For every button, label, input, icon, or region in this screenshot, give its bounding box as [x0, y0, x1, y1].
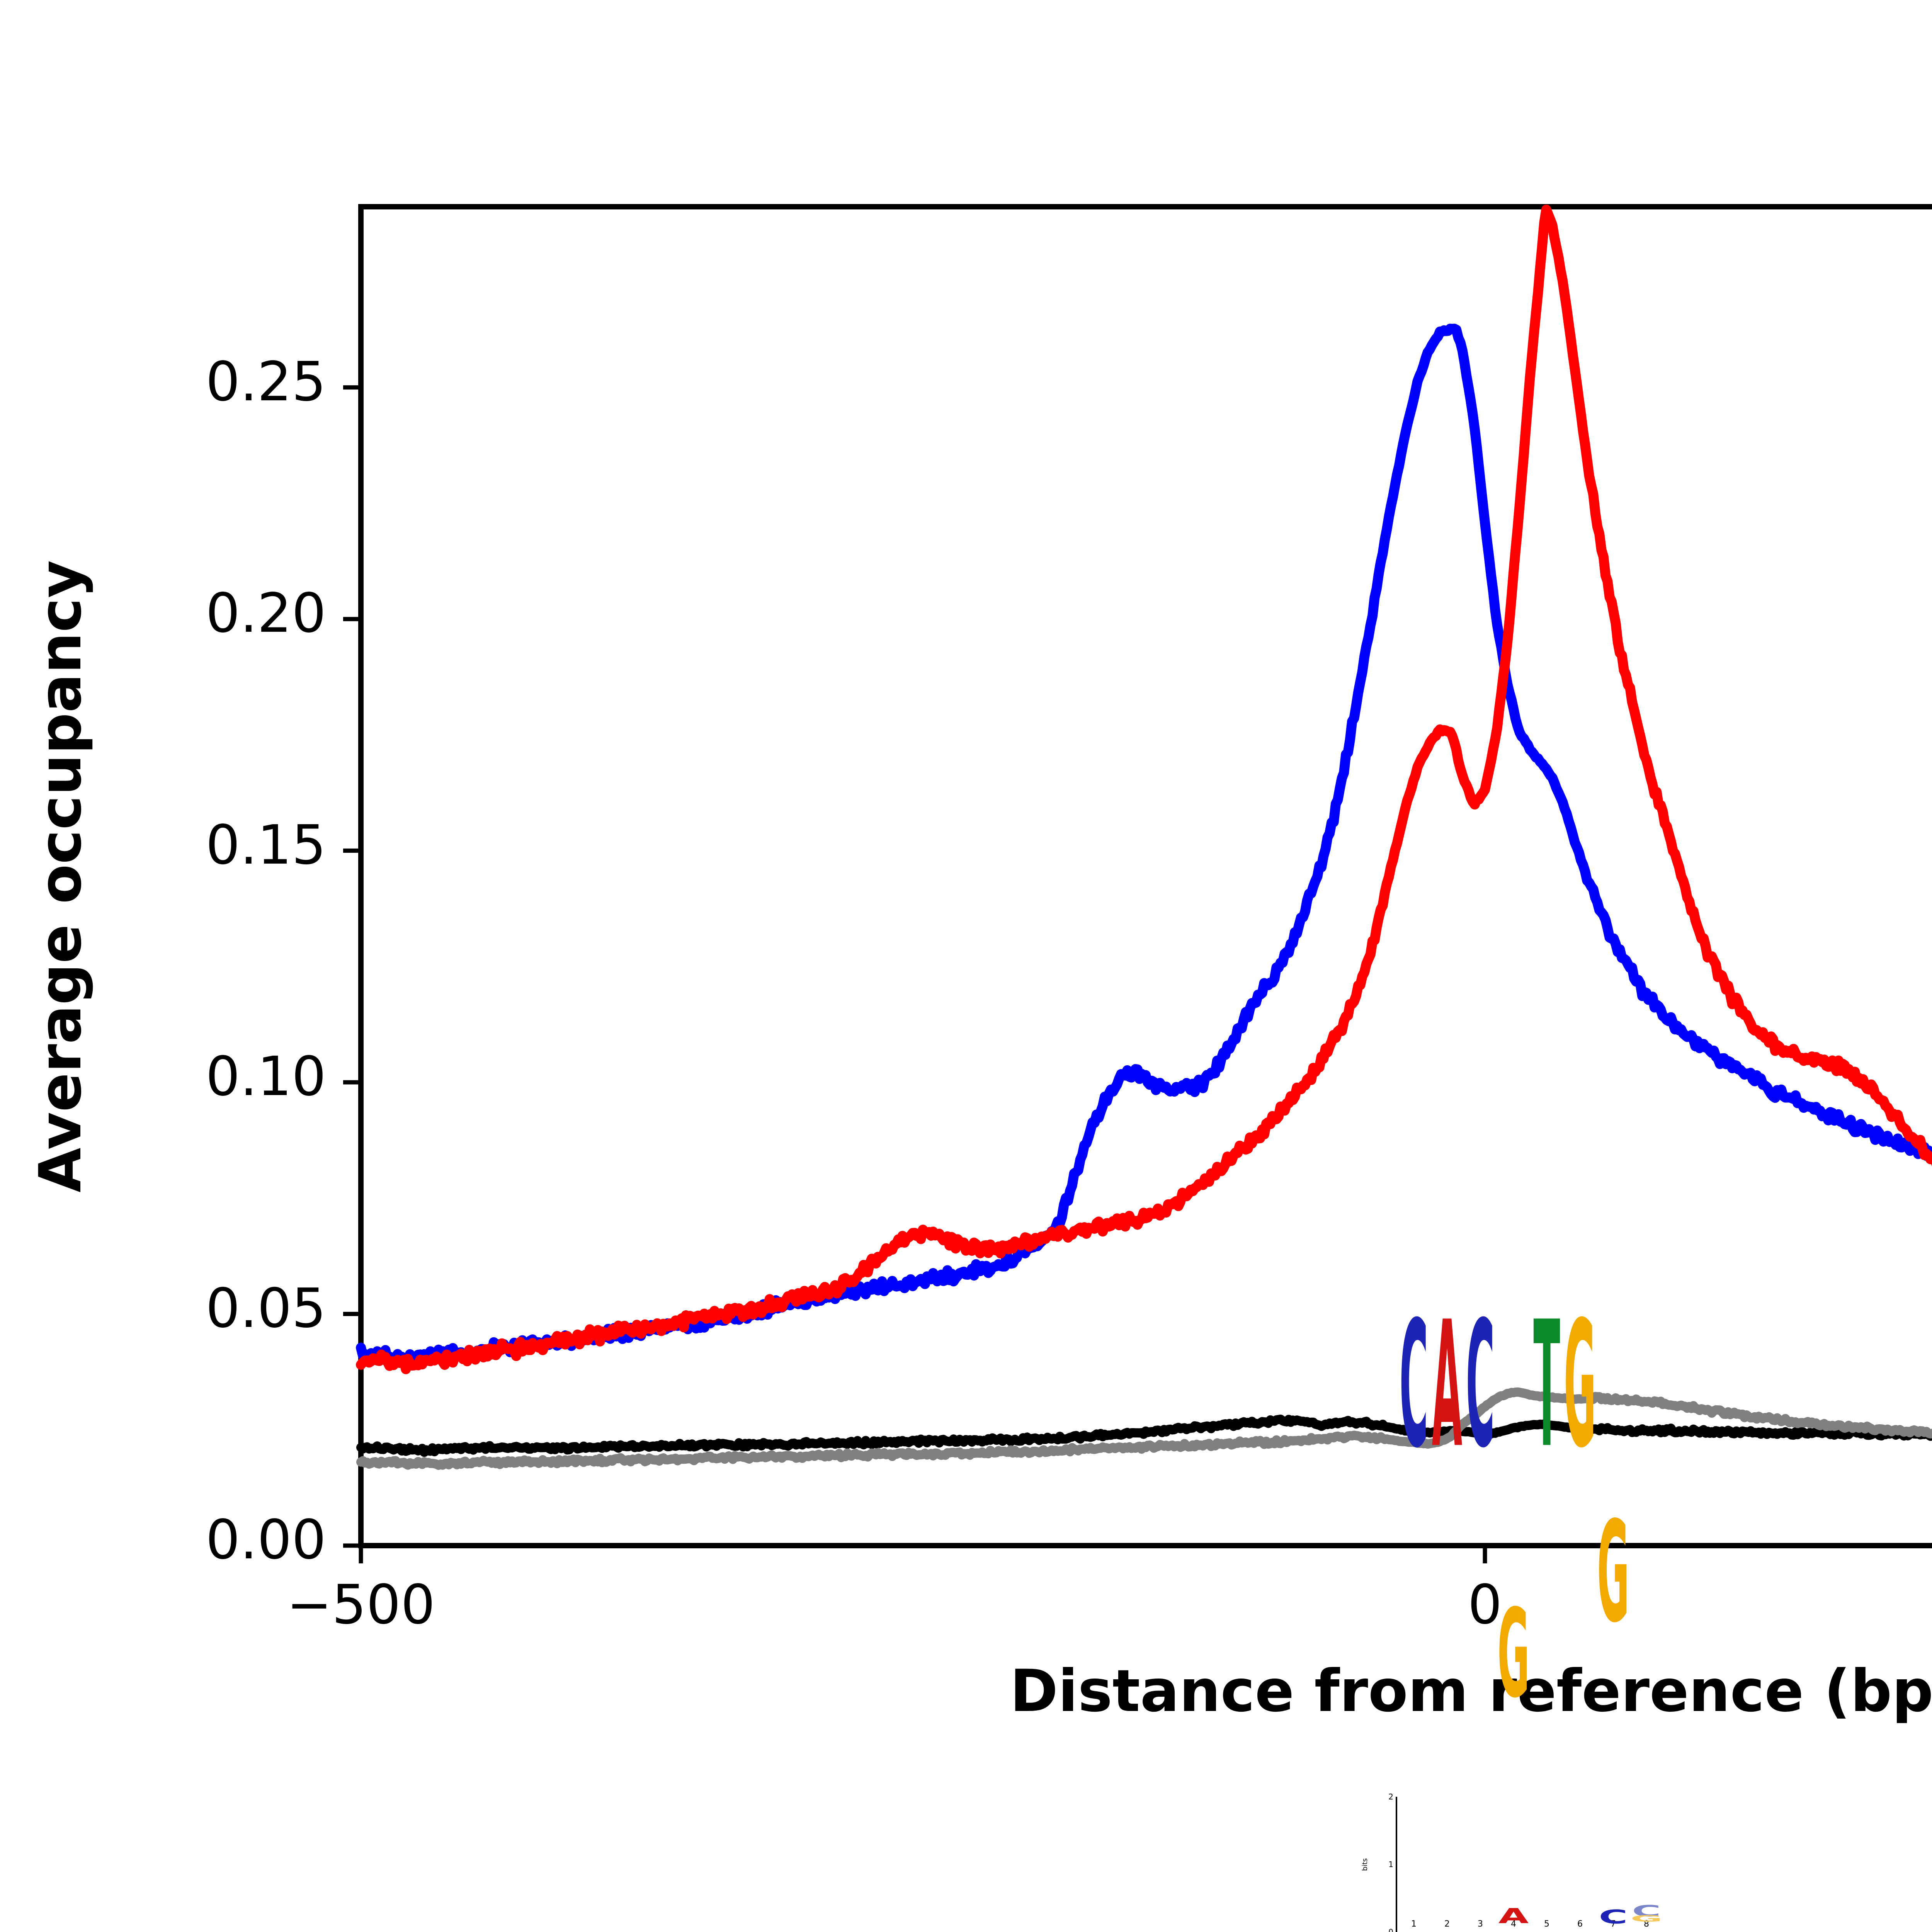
logo-letter-4-A: A [1498, 1904, 1529, 1928]
logo-y-axis-title: bits [1361, 1858, 1369, 1871]
logo-position-index-2: 2 [1444, 1919, 1450, 1929]
logo-letter-2-A: A [1432, 1284, 1463, 1486]
logo-letter-7-C: C [1599, 1905, 1628, 1928]
logo-position-index-1: 1 [1411, 1919, 1417, 1929]
logo-y-axis-line [1396, 1797, 1397, 1932]
y-tick-label-3: 0.15 [206, 813, 326, 877]
logo-letter-8-C: C [1632, 1902, 1661, 1920]
y-tick-label-2: 0.10 [206, 1045, 326, 1109]
logo-y-axis: 2 1 0 bits [1361, 1792, 1397, 1932]
logo-y-tick-y_min_label: 0 [1388, 1927, 1393, 1932]
logo-letter-7-G: G [1597, 1492, 1629, 1653]
x-axis-title: Distance from reference (bp) [1010, 1658, 1932, 1725]
logo-letter-1-C: C [1399, 1284, 1429, 1486]
logo-letter-8-G: G [1630, 1913, 1663, 1923]
logo-letter-3-C: C [1466, 1284, 1495, 1486]
logo-position-index-5: 5 [1544, 1919, 1549, 1929]
y-tick-label-0: 0.00 [206, 1509, 326, 1571]
logo-letter-6-G: G [1564, 1284, 1596, 1486]
logo-position-index-7: 7 [1611, 1919, 1616, 1929]
logo-letter-5-T: T [1533, 1284, 1560, 1486]
y-tick-label-4: 0.20 [206, 582, 326, 645]
logo-position-index-8: 8 [1644, 1919, 1649, 1929]
logo-position-index-3: 3 [1478, 1919, 1483, 1929]
logo-y-tick-y_max_label: 2 [1388, 1792, 1393, 1801]
y-tick-label-1: 0.05 [206, 1277, 326, 1340]
y-tick-label-5: 0.25 [206, 350, 326, 413]
x-tick-label-1: 0 [1468, 1573, 1502, 1636]
logo-position-index-6: 6 [1577, 1919, 1583, 1929]
logo-y-tick-y_mid_label: 1 [1388, 1860, 1393, 1869]
sequence-logo: 2 1 0 bits C 1 A 2 C 3 G A 4 T 5 G 6 G C 7 C G 8 [1361, 1298, 1665, 1932]
logo-position-index-4: 4 [1511, 1919, 1516, 1929]
x-tick-label-0: −500 [286, 1573, 435, 1636]
logo-letter-4-G: G [1497, 1583, 1530, 1725]
